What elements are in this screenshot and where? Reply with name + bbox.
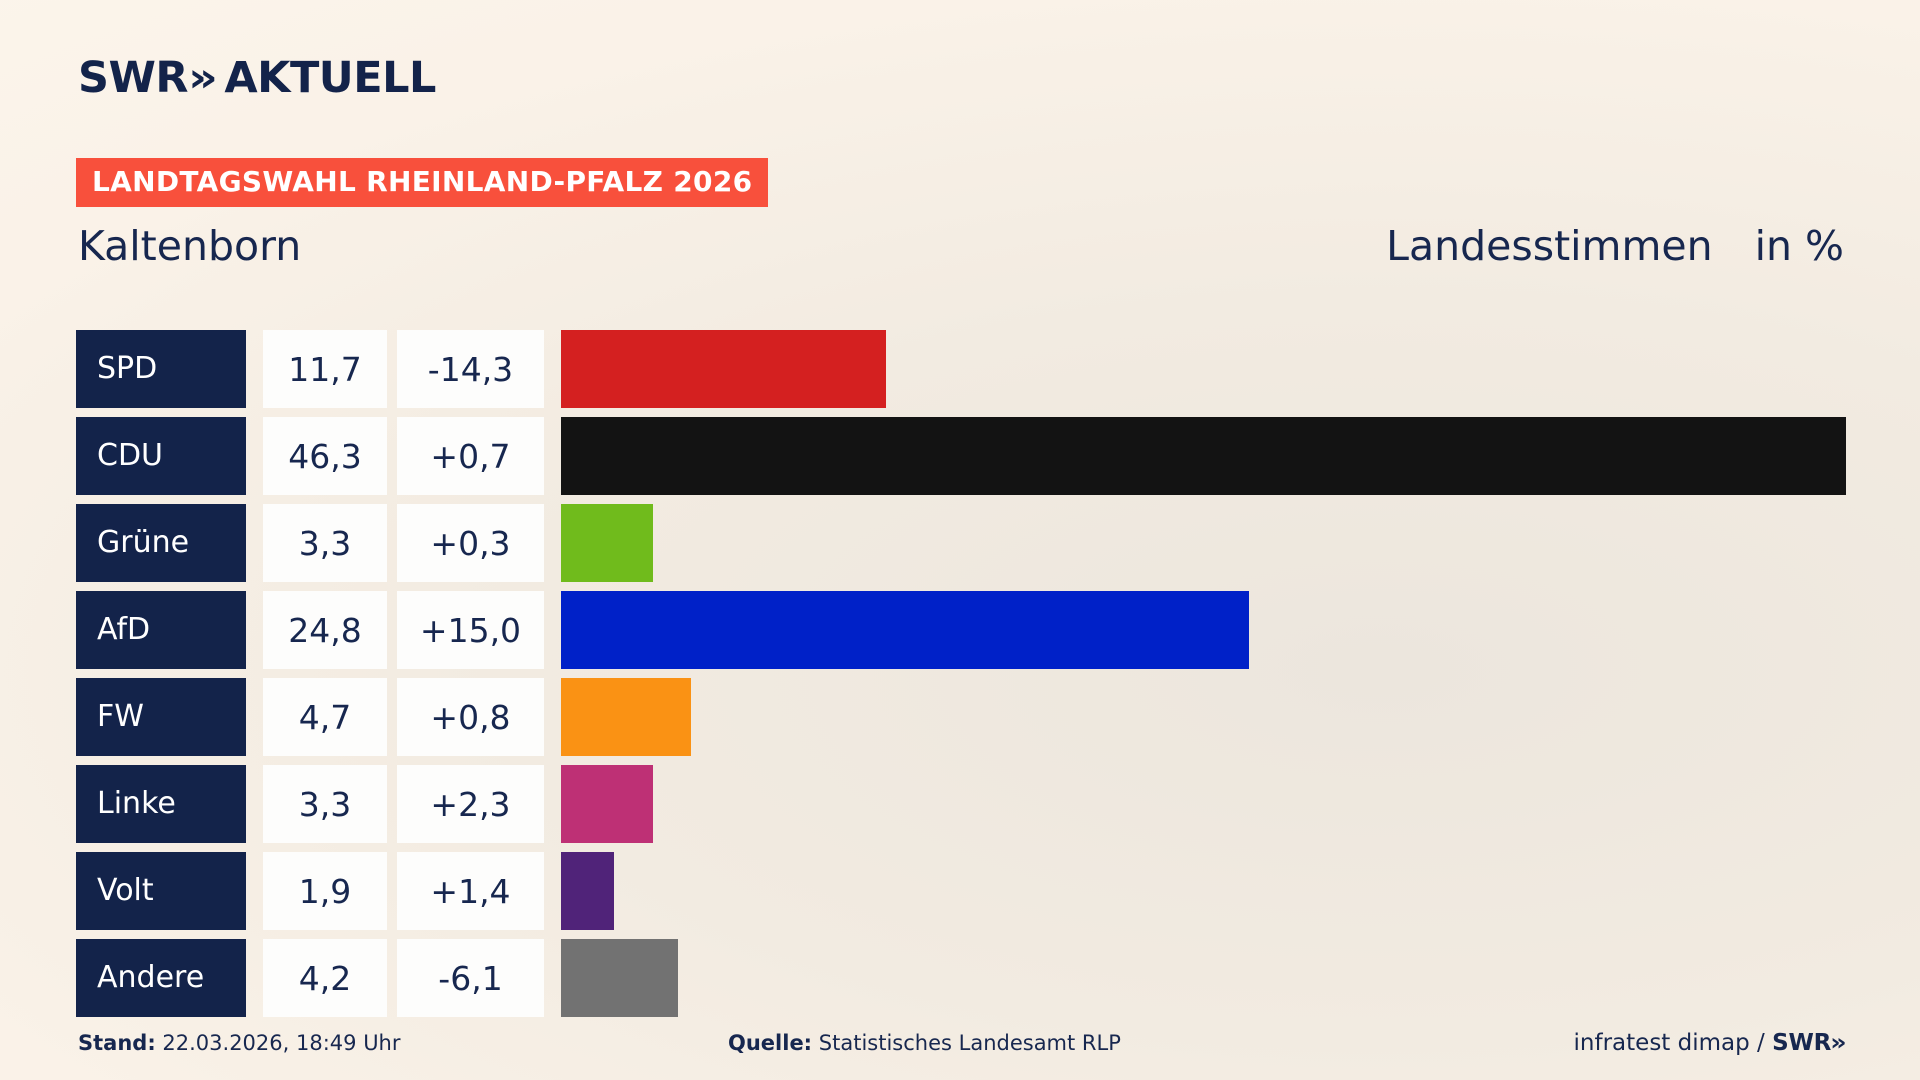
party-name-cell: Grüne <box>76 504 246 582</box>
party-bar <box>561 939 678 1017</box>
logo-swr-text: SWR <box>78 52 189 103</box>
footer-source: Quelle: Statistisches Landesamt RLP <box>728 1033 1121 1054</box>
credit-agency: infratest dimap / <box>1573 1030 1765 1056</box>
table-row: Andere 4,2 -6,1 <box>76 939 1846 1017</box>
bar-track <box>561 678 1846 756</box>
table-row: Volt 1,9 +1,4 <box>76 852 1846 930</box>
party-share-cell: 4,2 <box>263 939 387 1017</box>
party-bar <box>561 591 1250 669</box>
party-name-cell: Linke <box>76 765 246 843</box>
chevron-double-right-icon: » <box>188 55 218 101</box>
party-bar <box>561 765 653 843</box>
quelle-label: Quelle: <box>728 1031 813 1055</box>
party-share-cell: 1,9 <box>263 852 387 930</box>
party-share-cell: 3,3 <box>263 765 387 843</box>
party-change-cell: +0,7 <box>397 417 544 495</box>
bar-track <box>561 852 1846 930</box>
bar-track <box>561 417 1846 495</box>
results-bar-chart: SPD 11,7 -14,3 CDU 46,3 +0,7 Grüne 3,3 +0,3 AfD 24… <box>76 330 1846 1026</box>
party-change-cell: +0,3 <box>397 504 544 582</box>
party-change-cell: +0,8 <box>397 678 544 756</box>
unit-label: in % <box>1754 221 1844 270</box>
footer-credit: infratest dimap / SWR» <box>1573 1030 1847 1056</box>
party-change-cell: +1,4 <box>397 852 544 930</box>
party-share-cell: 46,3 <box>263 417 387 495</box>
bar-track <box>561 330 1846 408</box>
party-change-cell: -6,1 <box>397 939 544 1017</box>
logo-aktuell-text: AKTUELL <box>224 52 436 103</box>
bar-track <box>561 765 1846 843</box>
party-bar <box>561 330 886 408</box>
party-name-cell: CDU <box>76 417 246 495</box>
party-share-cell: 24,8 <box>263 591 387 669</box>
party-name-cell: Volt <box>76 852 246 930</box>
party-change-cell: +15,0 <box>397 591 544 669</box>
party-change-cell: +2,3 <box>397 765 544 843</box>
quelle-value: Statistisches Landesamt RLP <box>818 1031 1121 1055</box>
footer-stand: Stand: 22.03.2026, 18:49 Uhr <box>78 1033 401 1054</box>
party-share-cell: 11,7 <box>263 330 387 408</box>
party-bar <box>561 504 653 582</box>
stand-value: 22.03.2026, 18:49 Uhr <box>162 1031 401 1055</box>
table-row: Linke 3,3 +2,3 <box>76 765 1846 843</box>
party-name-cell: AfD <box>76 591 246 669</box>
party-name-cell: Andere <box>76 939 246 1017</box>
party-change-cell: -14,3 <box>397 330 544 408</box>
stand-label: Stand: <box>78 1031 156 1055</box>
credit-swr: SWR <box>1772 1030 1832 1056</box>
header: SWR» AKTUELL <box>78 52 436 104</box>
bar-track <box>561 939 1846 1017</box>
footer: Stand: 22.03.2026, 18:49 Uhr Quelle: Sta… <box>78 1030 1847 1056</box>
bar-track <box>561 591 1846 669</box>
party-name-cell: SPD <box>76 330 246 408</box>
bar-track <box>561 504 1846 582</box>
subtitle-row: Kaltenborn Landesstimmen in % <box>78 215 1844 277</box>
chevron-double-right-icon: » <box>1830 1030 1847 1056</box>
vote-type-group: Landesstimmen in % <box>1386 221 1844 270</box>
table-row: FW 4,7 +0,8 <box>76 678 1846 756</box>
party-name-cell: FW <box>76 678 246 756</box>
vote-type-label: Landesstimmen <box>1386 221 1713 270</box>
election-banner: LANDTAGSWAHL RHEINLAND-PFALZ 2026 <box>76 158 769 207</box>
party-bar <box>561 417 1846 495</box>
table-row: AfD 24,8 +15,0 <box>76 591 1846 669</box>
party-share-cell: 3,3 <box>263 504 387 582</box>
table-row: Grüne 3,3 +0,3 <box>76 504 1846 582</box>
party-bar <box>561 852 614 930</box>
table-row: SPD 11,7 -14,3 <box>76 330 1846 408</box>
swr-aktuell-logo: SWR» AKTUELL <box>78 52 436 104</box>
table-row: CDU 46,3 +0,7 <box>76 417 1846 495</box>
party-share-cell: 4,7 <box>263 678 387 756</box>
region-name: Kaltenborn <box>78 221 302 270</box>
party-bar <box>561 678 692 756</box>
